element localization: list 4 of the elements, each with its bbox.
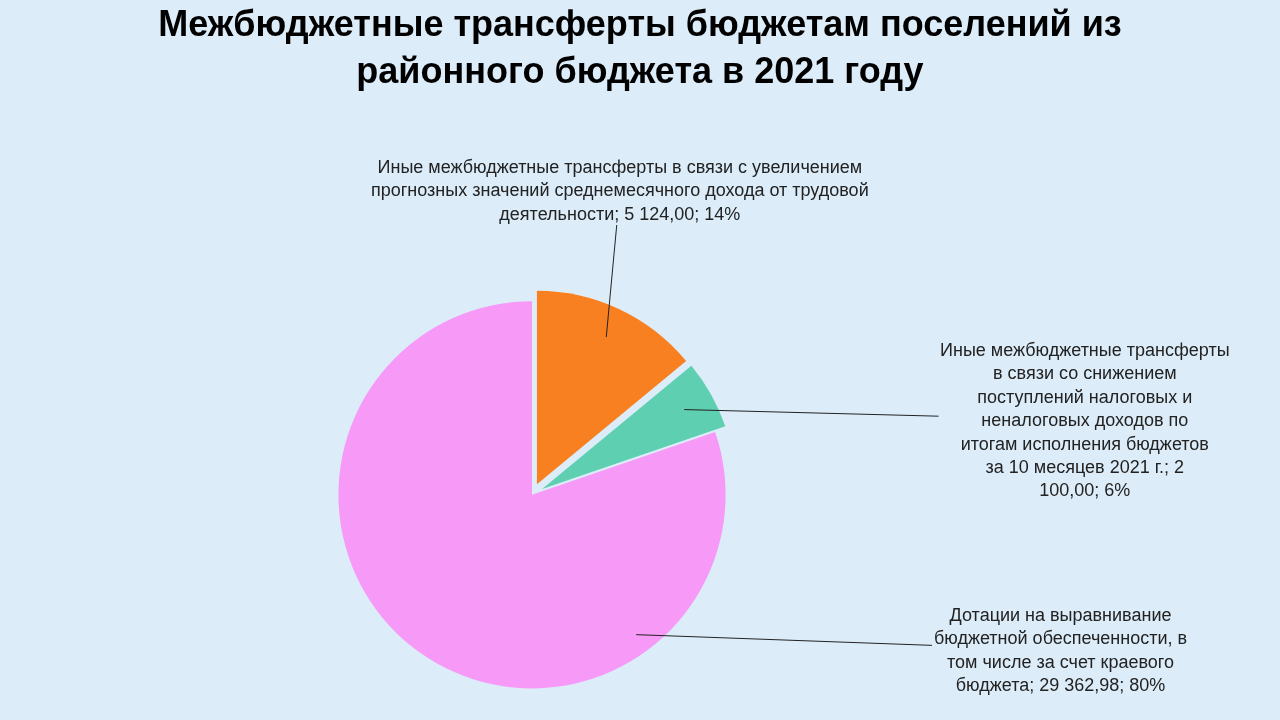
slice-label: Иные межбюджетные трансферты в связи со снижением поступлений налоговых и неналоговых доходов по итогам исполнения бюджетов за 10 месяцев 2021 г.; 2 100,00; 6% bbox=[940, 340, 1230, 501]
slice-label: Иные межбюджетные трансферты в связи с увеличением прогнозных значений среднемесячного дохода от трудовой деятельности; 5 124,00; 14% bbox=[371, 157, 869, 224]
chart-title: Межбюджетные трансферты бюджетам поселений из районного бюджета в 2021 году bbox=[158, 3, 1122, 91]
slice-label: Дотации на выравнивание бюджетной обеспеченности, в том числе за счет краевого бюджета; 29 362,98; 80% bbox=[934, 605, 1188, 696]
